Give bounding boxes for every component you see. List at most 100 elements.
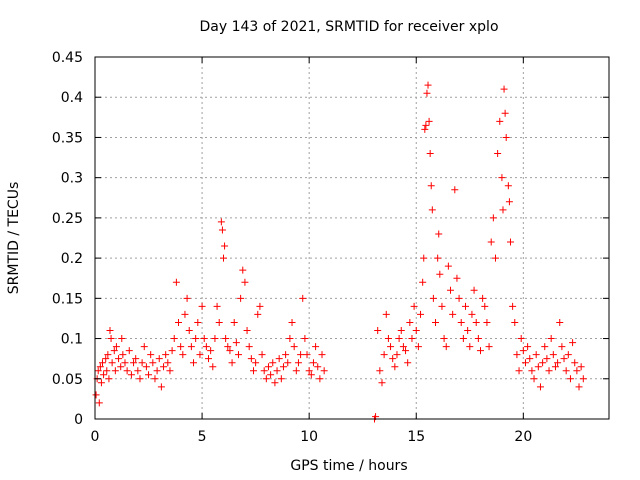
data-point [506, 238, 514, 246]
data-point [273, 367, 281, 375]
data-point [220, 254, 227, 262]
data-point [164, 359, 172, 367]
data-point [247, 355, 255, 363]
y-axis-label: SRMTID / TECUs [6, 182, 22, 295]
data-point [262, 375, 270, 383]
x-tick-label: 5 [198, 429, 207, 445]
data-point [470, 286, 478, 294]
data-point [118, 335, 126, 343]
data-point [105, 375, 113, 383]
data-point [115, 355, 123, 363]
x-axis-label: GPS time / hours [290, 458, 407, 474]
data-point [166, 367, 174, 375]
data-point [556, 318, 564, 326]
y-tick-label: 0.35 [52, 130, 83, 146]
data-point [425, 117, 433, 125]
data-point [303, 351, 311, 359]
data-point [185, 327, 193, 335]
data-point [168, 347, 176, 355]
data-point [519, 347, 527, 355]
data-point [573, 367, 581, 375]
data-point [417, 310, 425, 318]
data-point [376, 367, 384, 375]
y-tick-label: 0.45 [52, 50, 83, 66]
data-point [521, 359, 529, 367]
data-point [108, 359, 116, 367]
data-point [374, 327, 382, 335]
data-point [190, 359, 198, 367]
data-point [408, 335, 416, 343]
data-point [505, 198, 513, 206]
data-point [524, 343, 532, 351]
data-point [110, 347, 118, 355]
data-point [389, 355, 397, 363]
data-point [511, 318, 519, 326]
data-point [284, 359, 292, 367]
data-point [504, 182, 512, 190]
data-point [541, 343, 549, 351]
data-point [170, 335, 178, 343]
data-point [196, 351, 204, 359]
data-point [489, 214, 497, 222]
y-tick-label: 0.3 [61, 171, 83, 187]
data-point [160, 363, 168, 371]
data-point [457, 318, 465, 326]
data-point [498, 174, 506, 182]
data-point [269, 359, 277, 367]
data-point [237, 294, 245, 302]
data-point [218, 226, 226, 234]
data-point [226, 347, 234, 355]
data-point [94, 367, 102, 375]
data-point [277, 375, 285, 383]
data-point [162, 351, 170, 359]
data-point [455, 294, 463, 302]
data-point [213, 302, 221, 310]
data-point [481, 302, 489, 310]
data-point [279, 363, 287, 371]
data-point [499, 206, 507, 214]
data-point [175, 318, 183, 326]
data-point [211, 335, 219, 343]
data-point [387, 343, 395, 351]
data-point [404, 359, 412, 367]
data-point [194, 318, 202, 326]
data-point [491, 254, 499, 262]
data-point [419, 278, 427, 286]
data-point [487, 238, 495, 246]
data-point [494, 150, 502, 158]
data-point [434, 254, 442, 262]
data-point [320, 367, 328, 375]
data-point [224, 343, 232, 351]
data-point [395, 335, 403, 343]
data-point [438, 302, 446, 310]
data-point [183, 294, 191, 302]
data-point [222, 335, 230, 343]
data-point [399, 343, 407, 351]
x-tick-labels: 0 5 10 15 20 [91, 429, 533, 445]
data-point [462, 302, 470, 310]
data-point [564, 351, 572, 359]
data-point [543, 355, 551, 363]
data-point [528, 367, 536, 375]
data-point [125, 347, 133, 355]
data-point [107, 335, 115, 343]
data-point [421, 125, 429, 133]
chart-title: Day 143 of 2021, SRMTID for receiver xpl… [199, 19, 498, 35]
data-point [442, 343, 450, 351]
data-point [297, 351, 305, 359]
data-point [447, 286, 455, 294]
data-point [451, 186, 459, 194]
data-point [530, 375, 538, 383]
data-point [534, 363, 542, 371]
data-point [474, 335, 482, 343]
data-point [103, 367, 111, 375]
data-point [106, 327, 114, 335]
data-point [402, 347, 410, 355]
data-point [232, 339, 240, 347]
data-point [420, 254, 428, 262]
data-point [380, 351, 388, 359]
data-point [217, 218, 225, 226]
data-point [96, 363, 104, 371]
y-tick-label: 0.1 [61, 332, 83, 348]
data-point [264, 363, 272, 371]
